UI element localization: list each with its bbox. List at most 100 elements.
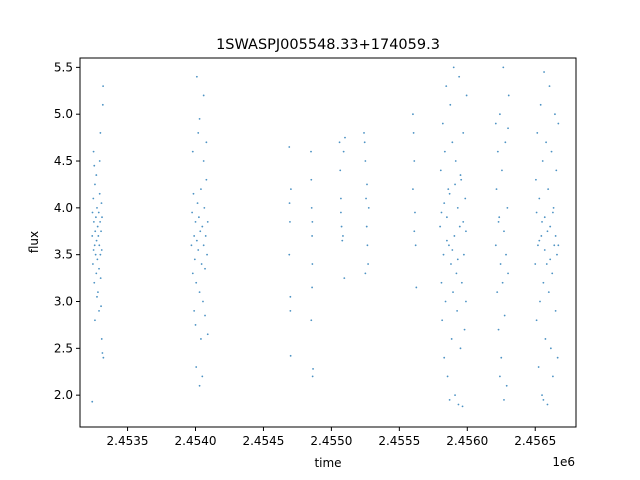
x-axis-label: time [314, 456, 341, 470]
data-point [96, 258, 99, 261]
data-point [500, 356, 503, 359]
data-point [288, 202, 291, 205]
data-point [507, 127, 509, 130]
data-point [97, 235, 100, 237]
data-point [414, 244, 417, 247]
data-point [549, 258, 552, 261]
data-point [363, 132, 365, 134]
data-point [448, 244, 450, 247]
data-point [344, 136, 346, 139]
x-tick-label: 2.4565 [514, 434, 556, 448]
data-point [460, 281, 463, 284]
data-point [454, 394, 456, 397]
data-point [338, 141, 341, 144]
data-point [198, 291, 201, 294]
data-point [340, 211, 342, 214]
data-point [340, 225, 343, 228]
data-point [95, 174, 98, 176]
data-point [289, 295, 292, 298]
y-tick-label: 5.5 [54, 60, 73, 74]
data-point [496, 291, 499, 294]
data-point [456, 206, 459, 209]
data-point [415, 286, 418, 289]
data-point [312, 368, 314, 370]
data-point [195, 366, 198, 368]
data-point [544, 338, 547, 340]
data-point [311, 375, 314, 378]
data-point [459, 174, 462, 176]
data-point [555, 169, 558, 172]
data-point [552, 211, 554, 214]
data-point [197, 249, 200, 251]
data-point [440, 211, 443, 214]
data-point [310, 206, 313, 209]
data-point [465, 94, 468, 97]
data-point [458, 225, 461, 228]
data-point [310, 150, 312, 153]
data-point [341, 239, 344, 242]
data-point [505, 253, 507, 256]
data-point [494, 244, 497, 247]
data-point [455, 272, 458, 275]
data-point [448, 192, 451, 195]
data-point [542, 398, 545, 401]
data-point [451, 141, 454, 144]
data-point [457, 403, 460, 406]
data-point [442, 253, 445, 256]
data-point [94, 319, 96, 322]
data-point [100, 230, 102, 233]
data-point [190, 244, 193, 247]
data-point [289, 221, 291, 223]
data-point [537, 244, 539, 247]
data-point [204, 314, 206, 317]
data-point [204, 267, 206, 270]
data-point [554, 113, 556, 116]
data-point [498, 216, 501, 219]
data-point [289, 309, 292, 312]
data-point [459, 347, 462, 350]
data-point [201, 375, 204, 378]
plot-frame [79, 57, 577, 428]
data-point [443, 150, 446, 153]
data-point [499, 375, 501, 378]
data-point [503, 314, 506, 317]
data-point [191, 272, 194, 275]
data-point [538, 197, 541, 200]
data-point [494, 122, 497, 125]
x-tick-label: 2.4545 [242, 434, 284, 448]
data-point [288, 146, 291, 148]
data-point [538, 239, 541, 242]
data-point [462, 253, 465, 256]
data-point [98, 244, 101, 247]
data-point [97, 291, 99, 294]
data-point [453, 235, 456, 237]
data-point [342, 150, 345, 153]
data-point [451, 249, 454, 251]
data-point [456, 309, 458, 312]
data-point [100, 338, 103, 340]
data-point [98, 309, 100, 312]
data-point [100, 202, 103, 205]
data-point [95, 216, 97, 219]
data-point [193, 309, 196, 312]
data-point [200, 263, 203, 265]
data-point [412, 188, 414, 191]
data-point [541, 221, 543, 223]
y-tick-label: 2.0 [54, 388, 73, 402]
data-point [206, 253, 208, 256]
data-point [195, 239, 198, 242]
data-point [446, 375, 449, 378]
data-point [201, 225, 204, 228]
data-point [100, 305, 102, 308]
data-point [205, 141, 208, 144]
data-point [194, 221, 197, 223]
data-point [552, 206, 555, 209]
data-point [94, 253, 97, 256]
data-point [549, 225, 552, 228]
data-point [102, 356, 105, 359]
data-point [553, 244, 556, 247]
data-point [535, 319, 538, 322]
data-point [539, 300, 541, 303]
data-point [443, 202, 446, 205]
